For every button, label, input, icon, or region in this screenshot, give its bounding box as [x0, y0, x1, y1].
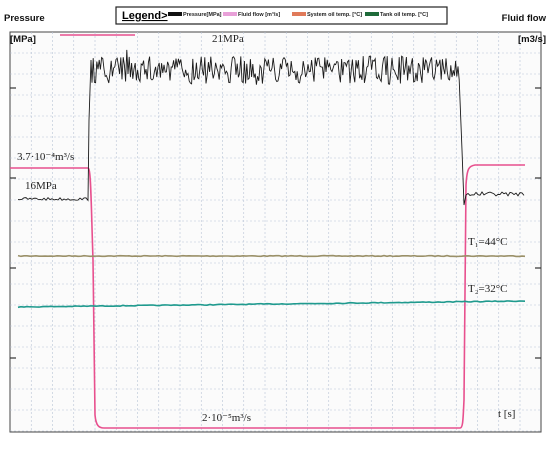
plot-frame — [9, 31, 542, 433]
axis-ticks — [10, 87, 541, 359]
annotation-t1: T₁=44°C — [468, 236, 508, 248]
annotation-flow-low: 2·10⁻⁵m³/s — [202, 412, 251, 424]
series-fluid-flow — [10, 164, 525, 429]
legend-item-fluid-flow: Fluid flow [m³/s] — [238, 11, 280, 18]
annotation-p-low: 16MPa — [25, 180, 57, 192]
y-left-unit: [MPa] — [10, 34, 36, 45]
legend-title: Legend> — [122, 10, 168, 22]
x-axis-label: t [s] — [498, 408, 515, 420]
series-pressure — [17, 49, 525, 206]
y-right-unit: [m3/s] — [518, 34, 546, 45]
series-tank-oil-temp — [17, 300, 526, 309]
y-left-title: Pressure — [4, 13, 45, 24]
legend-item-pressure: Pressure[MPa] — [183, 12, 222, 18]
legend-item-tank-oil: Tank oil temp. [°C] — [380, 12, 428, 18]
series-group — [10, 49, 526, 429]
legend-swatch-tank-oil — [365, 12, 379, 16]
legend-swatch-system-oil — [292, 12, 306, 16]
legend-item-system-oil: System oil temp. [°C] — [307, 12, 362, 18]
legend: Legend> Pressure[MPa] Fluid flow [m³/s] … — [115, 6, 448, 25]
legend-box — [115, 6, 448, 25]
legend-swatch-fluid-flow — [223, 12, 237, 16]
grid — [10, 32, 541, 432]
series-system-oil-temp — [17, 254, 526, 258]
annotation-flow-high: 3.7·10⁻⁴m³/s — [17, 151, 74, 163]
y-right-title: Fluid flow — [502, 13, 547, 24]
annotation-t2: T₂=32°C — [468, 283, 508, 295]
legend-swatch-pressure — [168, 12, 182, 16]
annotation-p-high: 21MPa — [212, 33, 244, 45]
